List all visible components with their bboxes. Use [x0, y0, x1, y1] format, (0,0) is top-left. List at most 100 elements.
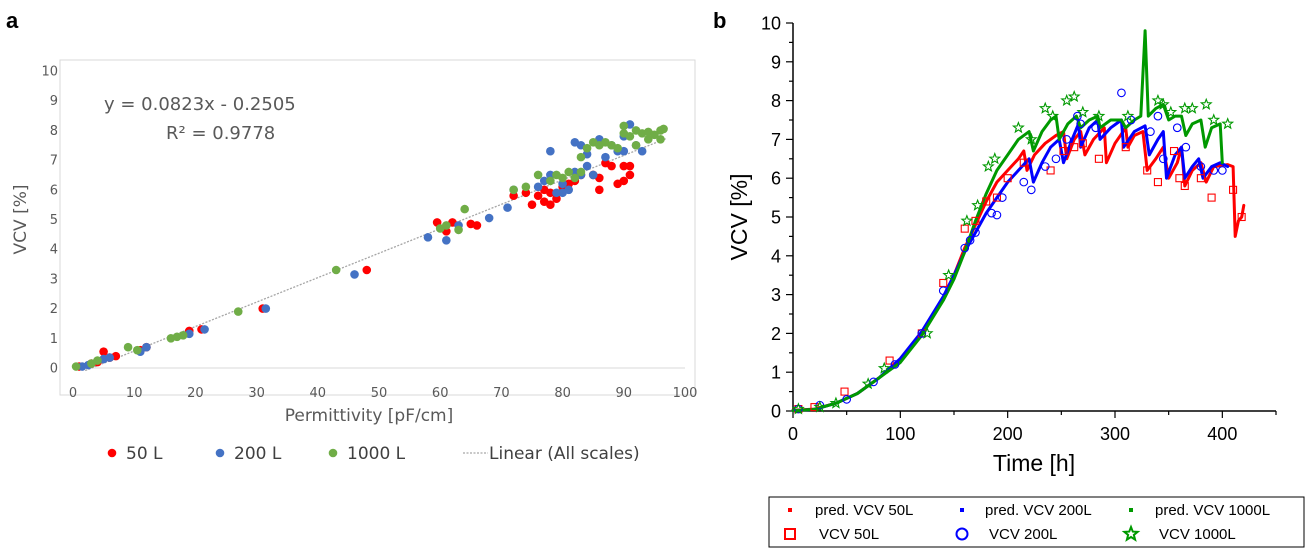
chart-a-point-1000-l	[613, 143, 622, 153]
chart-a-point-50-l	[625, 170, 635, 180]
chart-a-point-1000-l	[564, 167, 574, 177]
chart-b-point-vcv-50l	[840, 387, 849, 396]
chart-a-point-1000-l	[659, 124, 668, 134]
chart-b-y-tick-label: 6	[771, 169, 781, 189]
chart-b-point-vcv-200l	[1040, 162, 1050, 171]
chart-b-point-vcv-50l	[1229, 185, 1238, 194]
chart-b-y-tick-label: 4	[771, 246, 781, 266]
chart-a-x-tick-label: 0	[69, 386, 77, 401]
chart-a-point-1000-l	[178, 331, 188, 340]
chart-a-y-tick-label: 0	[50, 362, 58, 377]
chart-a-point-1000-l	[509, 185, 518, 195]
chart-b-point-vcv-200l	[1091, 123, 1101, 133]
chart-a-point-200-l	[601, 152, 610, 162]
chart-a-point-1000-l	[656, 135, 665, 144]
chart-a-legend: 50 L 200 L 1000 L Linear (All scales)	[107, 444, 640, 464]
chart-b-point-vcv-1000l	[1199, 97, 1213, 110]
chart-b-texts: 0 100 200 300 400 0 1 2 3 4 5 6 7 8 9 10 Time [h] VCV [%]	[726, 14, 1237, 477]
chart-a-point-1000-l	[93, 356, 102, 365]
chart-a-point-1000-l	[650, 130, 659, 140]
chart-a-y-tick-label: 6	[50, 183, 58, 198]
chart-a-point-200-l	[588, 170, 598, 180]
chart-b-point-vcv-50l	[1143, 166, 1152, 175]
chart-a-y-tick-label: 8	[50, 124, 58, 139]
chart-b-y-tick-label: 10	[761, 14, 781, 34]
chart-b-legend-marker-pred-vcv-200l	[960, 508, 964, 512]
chart-b-x-tick-label: 400	[1207, 424, 1237, 444]
chart-b-point-vcv-50l	[1196, 174, 1205, 183]
chart-a-plot-area	[71, 120, 685, 372]
chart-b-point-vcv-1000l	[1038, 101, 1052, 114]
chart-a-y-tick-label: 2	[50, 302, 58, 317]
chart-a-point-1000-l	[521, 182, 531, 192]
chart-b-point-vcv-50l	[1019, 158, 1028, 167]
chart-b-point-vcv-50l	[992, 193, 1001, 202]
chart-b-y-tick-label: 8	[771, 91, 781, 111]
chart-b-point-vcv-200l	[1117, 88, 1126, 98]
chart-b-y-tick-label: 3	[771, 285, 781, 305]
chart-b-point-vcv-1000l	[971, 198, 985, 211]
chart-a-x-tick-label: 60	[432, 386, 449, 401]
chart-a-point-200-l	[261, 304, 271, 313]
chart-b-point-vcv-200l	[1158, 154, 1168, 164]
chart-a-legend-marker-50-l	[107, 448, 117, 458]
chart-a-point-200-l	[539, 176, 549, 186]
chart-b-point-vcv-50l	[1175, 174, 1184, 183]
chart-b-point-vcv-1000l	[1121, 109, 1135, 122]
chart-b-point-vcv-50l	[960, 224, 969, 233]
chart-b-point-vcv-200l	[1062, 135, 1072, 144]
chart-a-point-1000-l	[71, 362, 81, 371]
chart-b-point-vcv-200l	[1217, 166, 1227, 175]
chart-a-x-tick-label: 70	[493, 386, 510, 401]
chart-b-point-vcv-200l	[1153, 111, 1163, 121]
chart-b-point-vcv-200l	[1026, 185, 1036, 195]
chart-a-point-50-l	[533, 191, 543, 201]
chart-a-trendline	[84, 137, 667, 372]
chart-b-point-vcv-50l	[939, 278, 948, 288]
chart-a-point-50-l	[472, 221, 482, 230]
chart-b-point-vcv-200l	[1196, 162, 1206, 171]
chart-a-point-1000-l	[619, 121, 629, 131]
chart-b-x-tick-label: 0	[788, 424, 798, 444]
chart-a-point-1000-l	[576, 167, 586, 177]
chart-a-x-tick-label: 30	[248, 386, 265, 401]
chart-a-point-200-l	[423, 233, 433, 242]
chart-a-point-50-l	[99, 347, 108, 356]
chart-b-point-vcv-50l	[1070, 143, 1079, 152]
chart-b-point-vcv-1000l	[1046, 109, 1060, 122]
chart-b-legend-box	[768, 496, 1305, 548]
chart-b-point-vcv-200l	[960, 243, 970, 253]
chart-b-point-vcv-1000l	[920, 326, 934, 339]
chart-a-point-50-l	[607, 161, 616, 171]
chart-b-point-vcv-200l	[1051, 154, 1061, 164]
chart-a-point-1000-l	[233, 307, 243, 316]
chart-b-point-vcv-50l	[885, 356, 894, 365]
chart-b-point-vcv-200l	[842, 395, 852, 404]
chart-b-point-vcv-1000l	[1164, 105, 1178, 118]
chart-b-point-vcv-200l	[1181, 142, 1191, 152]
chart-b-x-tick-label: 100	[885, 424, 915, 444]
chart-b-legend-label-vcv-1000l: VCV 1000L	[1159, 526, 1236, 543]
chart-a-point-1000-l	[454, 225, 463, 235]
chart-a-point-50-l	[546, 188, 555, 198]
chart-b-y-axis-label: VCV [%]	[726, 174, 752, 261]
chart-a-point-200-l	[582, 161, 592, 171]
chart-b-legend-marker-pred-vcv-1000l	[1129, 508, 1133, 512]
chart-b-point-vcv-200l	[890, 360, 900, 369]
chart-b-point-vcv-1000l	[988, 152, 1002, 165]
chart-a-legend-marker-200-l	[215, 448, 225, 458]
chart-a-point-200-l	[200, 325, 209, 334]
chart-a-point-200-l	[503, 203, 512, 212]
chart-a-point-1000-l	[460, 204, 469, 214]
chart-a-point-1000-l	[533, 170, 543, 180]
panel-a-letter: a	[6, 8, 19, 33]
chart-a-point-1000-l	[631, 140, 641, 150]
chart-a-y-tick-label: 4	[50, 243, 58, 258]
chart-b-point-vcv-200l	[992, 210, 1002, 220]
chart-a-legend-label-200-l: 200 L	[234, 444, 282, 464]
chart-b-point-vcv-50l	[1059, 146, 1068, 156]
chart-b-point-vcv-50l	[1121, 143, 1130, 152]
chart-a-x-tick-label: 90	[616, 386, 633, 401]
chart-a-point-50-l	[619, 161, 629, 171]
